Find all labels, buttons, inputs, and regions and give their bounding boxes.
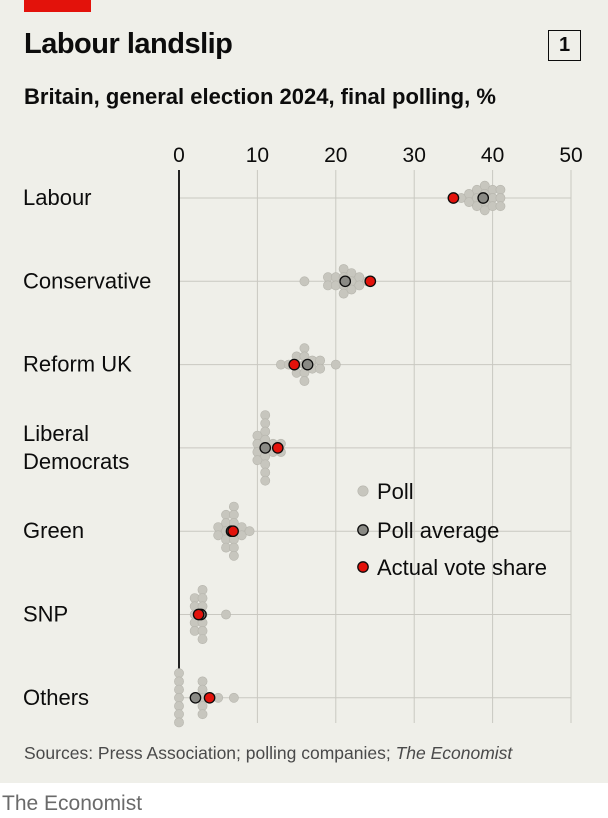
chart-number-badge: 1	[548, 30, 581, 61]
poll-average-dot	[301, 358, 314, 371]
poll-average-dot	[259, 442, 272, 454]
category-label: Labour	[23, 185, 92, 210]
poll-dot	[197, 701, 208, 711]
poll-dot	[197, 585, 208, 595]
x-tick-label: 30	[403, 144, 426, 167]
poll-dot	[174, 717, 184, 728]
poll-dot	[221, 609, 231, 620]
legend-actual-swatch	[357, 561, 369, 573]
poll-dot	[495, 193, 506, 203]
chart-panel	[0, 0, 608, 783]
poll-average-dot	[189, 691, 202, 704]
x-tick-label: 40	[481, 144, 504, 167]
poll-dot	[299, 276, 310, 287]
poll-dot	[354, 280, 365, 291]
legend-label: Poll average	[377, 518, 499, 543]
legend-label: Actual vote share	[377, 555, 547, 580]
actual-vote-share-dot	[227, 525, 239, 538]
poll-dot	[174, 668, 184, 679]
poll-dot	[174, 692, 184, 703]
poll-dot	[338, 288, 349, 299]
poll-dot	[472, 201, 482, 212]
poll-dot	[197, 634, 208, 644]
poll-dot	[260, 467, 271, 478]
category-label: Liberal	[23, 421, 89, 446]
poll-dot	[260, 459, 271, 470]
poll-dot	[228, 509, 239, 520]
source-note: Sources: Press Association; polling comp…	[24, 743, 513, 763]
actual-vote-share-dot	[364, 275, 377, 288]
poll-dot	[464, 197, 474, 207]
source-publication: The Economist	[395, 743, 513, 763]
actual-vote-share-dot	[192, 608, 205, 621]
actual-vote-share-dot	[203, 691, 216, 704]
category-label: Democrats	[23, 449, 129, 474]
poll-average-dot	[339, 275, 352, 288]
poll-dot	[228, 550, 239, 561]
poll-dot	[197, 593, 208, 603]
poll-dot	[228, 542, 239, 553]
category-label: SNP	[23, 602, 68, 627]
poll-dot	[330, 359, 341, 370]
poll-dot	[315, 363, 326, 374]
poll-dot	[346, 284, 357, 295]
poll-dot	[260, 410, 271, 420]
legend-poll-swatch	[357, 485, 369, 497]
poll-dot	[228, 692, 239, 703]
source-text: Sources: Press Association; polling comp…	[24, 743, 396, 763]
x-tick-label: 20	[324, 144, 347, 167]
legend-average-swatch	[357, 524, 369, 536]
poll-dot	[299, 343, 310, 354]
poll-dot	[495, 201, 506, 212]
poll-dot	[252, 455, 263, 466]
publisher-credit: The Economist	[2, 792, 143, 815]
poll-dot	[174, 701, 184, 711]
poll-dot	[228, 501, 239, 512]
poll-dot	[213, 530, 224, 541]
chart-subtitle: Britain, general election 2024, final po…	[24, 84, 496, 109]
poll-dot	[174, 676, 184, 687]
poll-dot	[197, 709, 208, 720]
actual-vote-share-dot	[271, 442, 284, 454]
category-label: Others	[23, 685, 89, 710]
poll-dot	[495, 184, 506, 195]
actual-vote-share-dot	[447, 192, 460, 204]
poll-dot	[174, 709, 184, 720]
category-label: Conservative	[23, 268, 151, 293]
actual-vote-share-dot	[288, 358, 301, 371]
poll-dot	[197, 684, 208, 695]
poll-dot	[260, 426, 271, 437]
x-tick-label: 10	[246, 144, 269, 167]
poll-dot	[260, 418, 271, 429]
poll-dot	[174, 684, 184, 695]
legend-label: Poll	[377, 479, 414, 504]
category-label: Reform UK	[23, 352, 132, 377]
poll-dot	[315, 355, 326, 366]
poll-dot	[260, 475, 271, 486]
poll-dot	[299, 376, 310, 386]
category-label: Green	[23, 518, 84, 543]
poll-dot	[197, 626, 208, 636]
poll-dot	[479, 205, 490, 216]
x-tick-label: 50	[559, 144, 582, 167]
poll-average-dot	[477, 192, 490, 204]
poll-dot	[244, 526, 255, 537]
accent-bar	[24, 0, 91, 12]
poll-dot	[197, 676, 208, 687]
dot-plot: 0 10 20 30 40 50 Labour Conservative Reform UK Li…	[23, 144, 583, 728]
chart-title: Labour landslip	[24, 28, 233, 60]
x-tick-label: 0	[173, 144, 185, 167]
